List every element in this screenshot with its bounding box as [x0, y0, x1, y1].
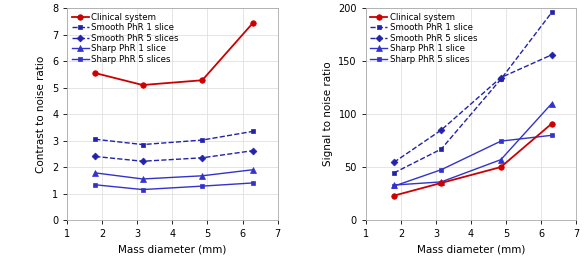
Line: Smooth PhR 5 slices: Smooth PhR 5 slices [391, 53, 554, 165]
Smooth PhR 5 slices [390, 161, 397, 164]
Clinical system [497, 165, 504, 169]
Smooth PhR 1 slice [390, 171, 397, 175]
Line: Sharp PhR 1 slice: Sharp PhR 1 slice [92, 167, 256, 182]
Sharp PhR 1 slice [92, 171, 99, 175]
Sharp PhR 5 slices [139, 188, 146, 191]
Line: Clinical system: Clinical system [391, 121, 555, 199]
Clinical system [250, 21, 257, 24]
Clinical system [92, 72, 99, 75]
Smooth PhR 5 slices [92, 155, 99, 158]
Clinical system [139, 83, 146, 87]
Sharp PhR 5 slices [250, 181, 257, 185]
Line: Smooth PhR 1 slice: Smooth PhR 1 slice [391, 10, 554, 175]
Smooth PhR 1 slice [92, 138, 99, 141]
Smooth PhR 5 slices [438, 128, 445, 132]
Line: Smooth PhR 5 slices: Smooth PhR 5 slices [93, 148, 256, 164]
Smooth PhR 5 slices [199, 156, 206, 160]
X-axis label: Mass diameter (mm): Mass diameter (mm) [417, 244, 525, 255]
Legend: Clinical system, Smooth PhR 1 slice, Smooth PhR 5 slices, Sharp PhR 1 slice, Sha: Clinical system, Smooth PhR 1 slice, Smo… [369, 11, 479, 65]
Y-axis label: Contrast to noise ratio: Contrast to noise ratio [36, 56, 46, 173]
Clinical system [438, 181, 445, 185]
Smooth PhR 5 slices [548, 53, 555, 56]
Smooth PhR 5 slices [497, 76, 504, 79]
Sharp PhR 1 slice [199, 174, 206, 177]
Line: Sharp PhR 1 slice: Sharp PhR 1 slice [391, 101, 555, 188]
Sharp PhR 5 slices [548, 134, 555, 137]
Sharp PhR 1 slice [497, 158, 504, 161]
Sharp PhR 1 slice [548, 102, 555, 105]
Sharp PhR 1 slice [250, 168, 257, 171]
Sharp PhR 1 slice [139, 177, 146, 181]
Line: Clinical system: Clinical system [92, 20, 256, 88]
Clinical system [199, 79, 206, 82]
Smooth PhR 1 slice [497, 78, 504, 81]
Smooth PhR 1 slice [438, 147, 445, 151]
Sharp PhR 5 slices [199, 185, 206, 188]
Sharp PhR 1 slice [438, 180, 445, 183]
Smooth PhR 1 slice [139, 143, 146, 146]
Sharp PhR 5 slices [390, 185, 397, 188]
Sharp PhR 5 slices [438, 168, 445, 171]
Legend: Clinical system, Smooth PhR 1 slice, Smooth PhR 5 slices, Sharp PhR 1 slice, Sha: Clinical system, Smooth PhR 1 slice, Smo… [70, 11, 181, 65]
Clinical system [548, 122, 555, 125]
Smooth PhR 1 slice [250, 130, 257, 133]
Sharp PhR 1 slice [390, 183, 397, 187]
Sharp PhR 5 slices [497, 139, 504, 143]
Sharp PhR 5 slices [92, 183, 99, 186]
Smooth PhR 5 slices [250, 149, 257, 152]
X-axis label: Mass diameter (mm): Mass diameter (mm) [118, 244, 226, 255]
Smooth PhR 1 slice [548, 11, 555, 14]
Line: Smooth PhR 1 slice: Smooth PhR 1 slice [93, 129, 256, 147]
Smooth PhR 1 slice [199, 138, 206, 142]
Y-axis label: Signal to noise ratio: Signal to noise ratio [323, 62, 333, 166]
Clinical system [390, 194, 397, 197]
Line: Sharp PhR 5 slices: Sharp PhR 5 slices [391, 133, 554, 189]
Smooth PhR 5 slices [139, 160, 146, 163]
Line: Sharp PhR 5 slices: Sharp PhR 5 slices [93, 180, 256, 192]
